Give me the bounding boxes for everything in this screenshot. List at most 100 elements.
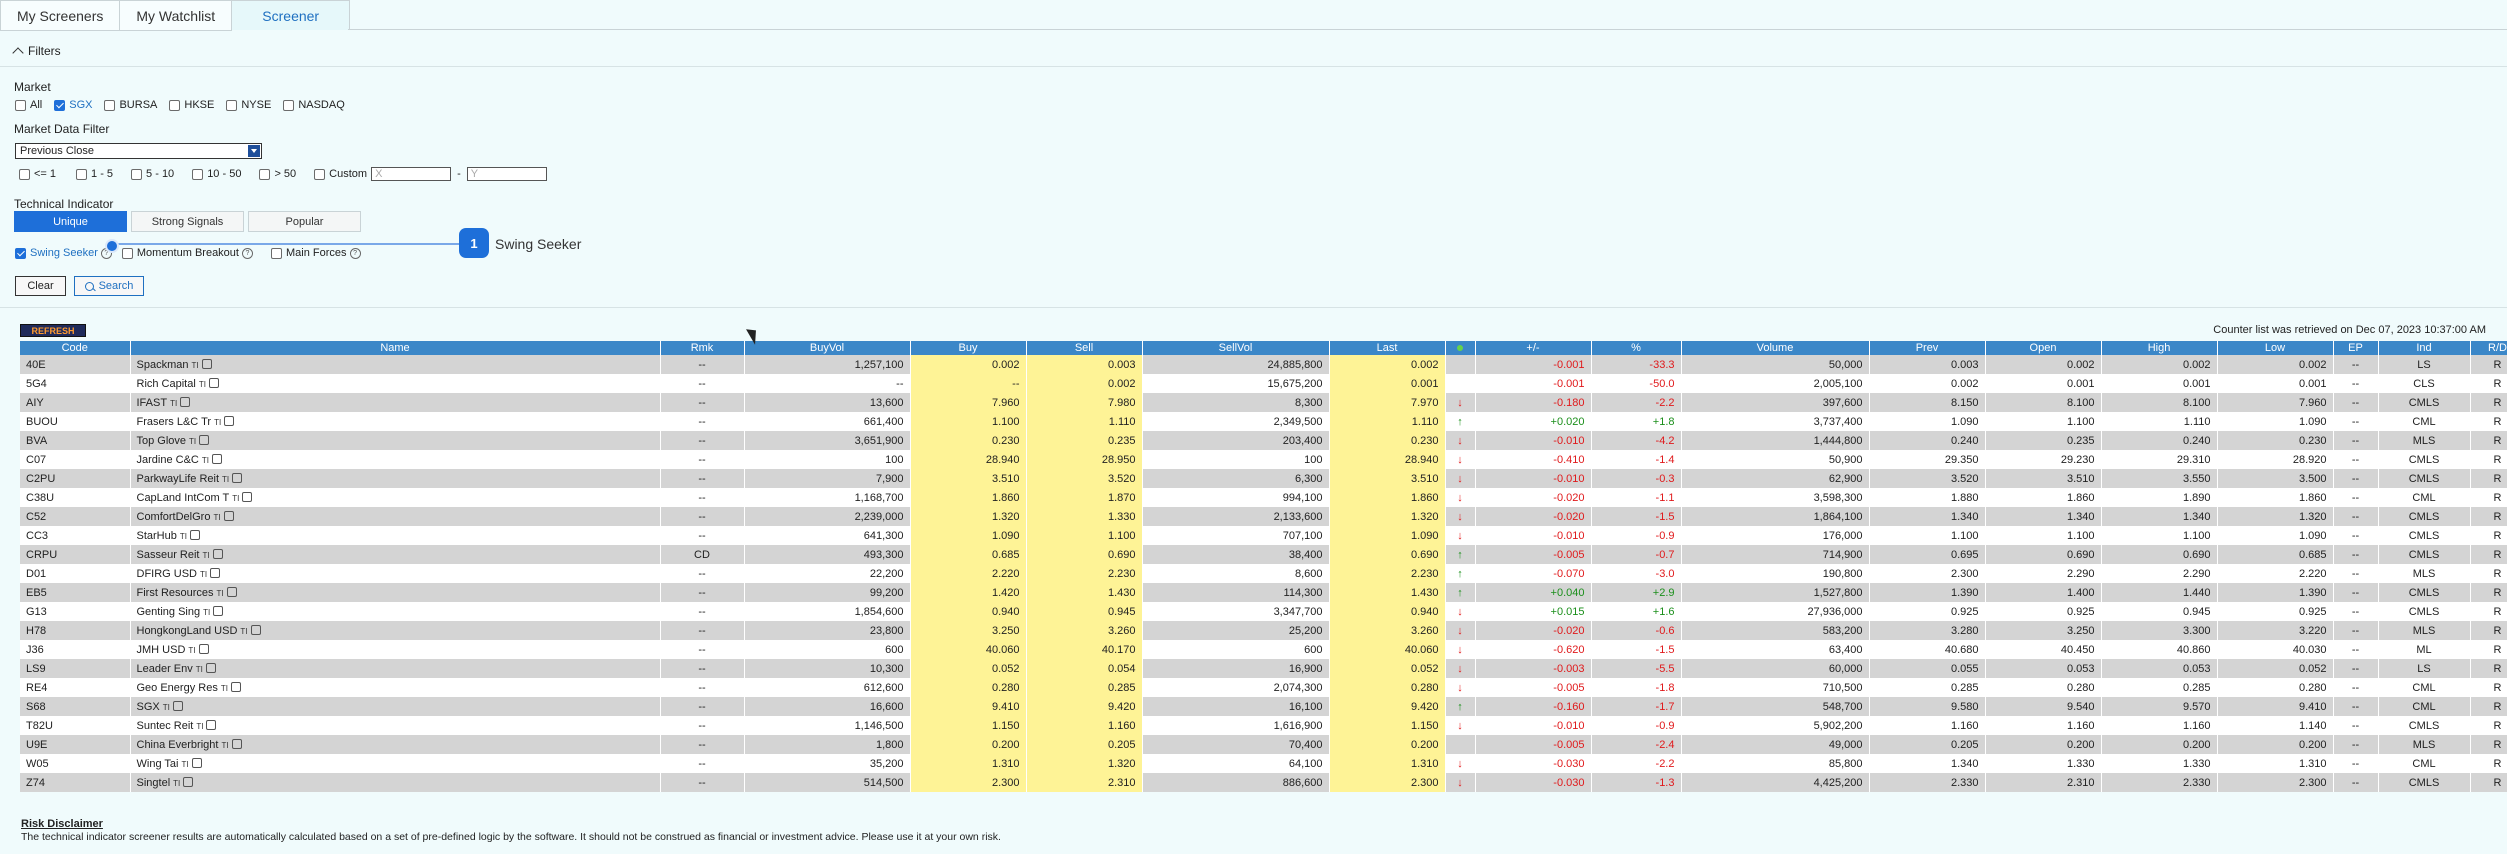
- ti-badge[interactable]: TI: [240, 627, 248, 636]
- column-header-sell[interactable]: Sell: [1026, 341, 1143, 355]
- ti-badge[interactable]: TI: [189, 437, 197, 446]
- cell-name[interactable]: ParkwayLife Reit TI: [130, 469, 661, 488]
- column-header-prev[interactable]: Prev: [1869, 341, 1986, 355]
- checkbox[interactable]: [314, 168, 326, 180]
- range-option-custom[interactable]: Custom: [314, 168, 367, 180]
- segment-strong-signals[interactable]: Strong Signals: [131, 211, 244, 232]
- chart-icon[interactable]: [211, 454, 222, 464]
- chart-icon[interactable]: [208, 378, 219, 388]
- column-header-volume[interactable]: Volume: [1681, 341, 1870, 355]
- tab-my-watchlist[interactable]: My Watchlist: [120, 0, 233, 31]
- ti-badge[interactable]: TI: [162, 703, 170, 712]
- chart-icon[interactable]: [198, 644, 209, 654]
- ti-badge[interactable]: TI: [188, 646, 196, 655]
- stock-name[interactable]: China Everbright: [136, 739, 219, 751]
- ti-badge[interactable]: TI: [196, 722, 204, 731]
- stock-name[interactable]: JMH USD: [136, 644, 186, 656]
- table-row[interactable]: LS9 Leader Env TI -- 10,300 0.052 0.054 16,900 0…: [20, 659, 2507, 678]
- table-row[interactable]: S68 SGX TI -- 16,600 9.410 9.420 16,100 9.420 ↑ -0…: [20, 697, 2507, 716]
- info-icon[interactable]: ?: [349, 247, 361, 259]
- range-option-le1[interactable]: <= 1: [19, 168, 56, 180]
- chart-icon[interactable]: [180, 397, 191, 407]
- column-header-buyvol[interactable]: BuyVol: [744, 341, 911, 355]
- ti-badge[interactable]: TI: [191, 361, 199, 370]
- chart-icon[interactable]: [232, 473, 243, 483]
- cell-name[interactable]: HongkongLand USD TI: [130, 621, 661, 640]
- segment-popular[interactable]: Popular: [248, 211, 361, 232]
- stock-name[interactable]: ParkwayLife Reit: [136, 473, 220, 485]
- checkbox[interactable]: [192, 168, 204, 180]
- stock-name[interactable]: Singtel: [136, 777, 171, 789]
- cell-name[interactable]: Spackman TI: [130, 355, 661, 374]
- table-row[interactable]: C38U CapLand IntCom T TI -- 1,168,700 1.860 1.…: [20, 488, 2507, 507]
- table-row[interactable]: BVA Top Glove TI -- 3,651,900 0.230 0.235 203,4…: [20, 431, 2507, 450]
- chart-icon[interactable]: [230, 682, 241, 692]
- checkbox[interactable]: [76, 168, 88, 180]
- chart-icon[interactable]: [226, 587, 237, 597]
- tab-my-screeners[interactable]: My Screeners: [0, 0, 121, 31]
- cell-name[interactable]: Top Glove TI: [130, 431, 661, 450]
- column-header-sellvol[interactable]: SellVol: [1142, 341, 1330, 355]
- checkbox[interactable]: [226, 99, 238, 111]
- ti-badge[interactable]: TI: [221, 741, 229, 750]
- column-header-direction[interactable]: [1445, 341, 1476, 355]
- refresh-button[interactable]: REFRESH: [20, 324, 86, 337]
- stock-name[interactable]: Top Glove: [136, 435, 187, 447]
- chart-icon[interactable]: [223, 511, 234, 521]
- filters-toggle[interactable]: Filters: [12, 44, 61, 59]
- ti-badge[interactable]: TI: [220, 684, 228, 693]
- cell-name[interactable]: Genting Sing TI: [130, 602, 661, 621]
- chart-icon[interactable]: [242, 492, 253, 502]
- ti-badge[interactable]: TI: [232, 494, 240, 503]
- table-row[interactable]: CRPU Sasseur Reit TI CD 493,300 0.685 0.690 38,…: [20, 545, 2507, 564]
- market-option-sgx[interactable]: SGX: [54, 99, 92, 111]
- market-option-hkse[interactable]: HKSE: [169, 99, 214, 111]
- stock-name[interactable]: SGX: [136, 701, 160, 713]
- cell-name[interactable]: StarHub TI: [130, 526, 661, 545]
- chart-icon[interactable]: [199, 435, 210, 445]
- column-header-ep[interactable]: EP: [2333, 341, 2379, 355]
- ti-badge[interactable]: TI: [216, 589, 224, 598]
- checkbox[interactable]: [121, 247, 133, 259]
- ti-badge[interactable]: TI: [170, 399, 178, 408]
- chart-icon[interactable]: [224, 416, 235, 426]
- chart-icon[interactable]: [212, 549, 223, 559]
- cell-name[interactable]: Geo Energy Res TI: [130, 678, 661, 697]
- checkbox[interactable]: [283, 99, 295, 111]
- market-option-nasdaq[interactable]: NASDAQ: [283, 99, 345, 111]
- table-row[interactable]: D01 DFIRG USD TI -- 22,200 2.220 2.230 8,600 2.2…: [20, 564, 2507, 583]
- market-option-bursa[interactable]: BURSA: [104, 99, 157, 111]
- stock-name[interactable]: Jardine C&C: [136, 454, 199, 466]
- cell-name[interactable]: China Everbright TI: [130, 735, 661, 754]
- range-option-gt50[interactable]: > 50: [259, 168, 296, 180]
- stock-name[interactable]: HongkongLand USD: [136, 625, 238, 637]
- chevron-down-icon[interactable]: [248, 145, 260, 157]
- cell-name[interactable]: Leader Env TI: [130, 659, 661, 678]
- cell-name[interactable]: SGX TI: [130, 697, 661, 716]
- ti-badge[interactable]: TI: [173, 779, 181, 788]
- table-row[interactable]: U9E China Everbright TI -- 1,800 0.200 0.205 70…: [20, 735, 2507, 754]
- table-row[interactable]: W05 Wing Tai TI -- 35,200 1.310 1.320 64,100 1.3…: [20, 754, 2507, 773]
- ti-badge[interactable]: TI: [213, 513, 221, 522]
- chart-icon[interactable]: [206, 720, 217, 730]
- checkbox[interactable]: [259, 168, 271, 180]
- stock-name[interactable]: Sasseur Reit: [136, 549, 200, 561]
- chart-icon[interactable]: [250, 625, 261, 635]
- table-row[interactable]: T82U Suntec Reit TI -- 1,146,500 1.150 1.160 1,…: [20, 716, 2507, 735]
- column-header-code[interactable]: Code: [20, 341, 131, 355]
- table-row[interactable]: AIY IFAST TI -- 13,600 7.960 7.980 8,300 7.970 ↓ -…: [20, 393, 2507, 412]
- tour-step-badge[interactable]: 1: [459, 228, 489, 258]
- chart-icon[interactable]: [210, 568, 221, 578]
- indicator-momentum-breakout[interactable]: Momentum Breakout?: [121, 247, 253, 259]
- column-header-percent[interactable]: %: [1591, 341, 1682, 355]
- cell-name[interactable]: CapLand IntCom T TI: [130, 488, 661, 507]
- stock-name[interactable]: Suntec Reit: [136, 720, 194, 732]
- stock-name[interactable]: Leader Env: [136, 663, 193, 675]
- column-header-change[interactable]: +/-: [1475, 341, 1592, 355]
- chart-icon[interactable]: [189, 530, 200, 540]
- stock-name[interactable]: Geo Energy Res: [136, 682, 218, 694]
- stock-name[interactable]: StarHub: [136, 530, 177, 542]
- chart-icon[interactable]: [191, 758, 202, 768]
- cell-name[interactable]: Suntec Reit TI: [130, 716, 661, 735]
- chart-icon[interactable]: [201, 359, 212, 369]
